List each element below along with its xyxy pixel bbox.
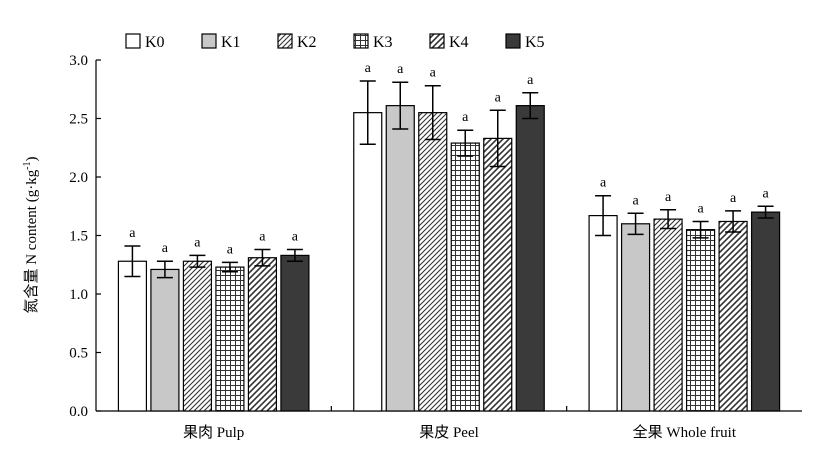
bar-k5	[750, 211, 781, 412]
bar-k1	[385, 105, 415, 412]
significance-label: a	[697, 201, 704, 216]
legend-swatch-k5	[505, 33, 521, 49]
y-tick-label: 3.0	[69, 53, 88, 69]
legend-label: K4	[449, 34, 469, 51]
y-tick-label: 0.0	[69, 404, 88, 420]
x-tick-label: 果肉 Pulp	[183, 424, 244, 441]
bar-k0	[588, 215, 618, 412]
y-tick-label: 2.5	[69, 112, 88, 128]
significance-label: a	[495, 90, 502, 105]
bar-k2	[653, 218, 683, 412]
bar-k0	[117, 260, 148, 412]
y-tick-label: 1.5	[69, 229, 88, 245]
significance-label: a	[665, 190, 672, 205]
bar-k5	[515, 105, 545, 412]
bar-k1	[150, 268, 180, 412]
significance-label: a	[600, 176, 607, 191]
bar-k5	[280, 254, 310, 412]
significance-label: a	[227, 242, 234, 257]
significance-label: a	[397, 62, 404, 77]
significance-label: a	[762, 186, 769, 201]
y-axis-label-superscript: -1	[22, 161, 33, 169]
y-axis-label: 氮含量 N content (g·kg-1)	[22, 156, 40, 313]
legend-label: K2	[297, 34, 317, 51]
bar-k1	[620, 223, 651, 412]
x-tick-label: 果皮 Peel	[419, 424, 479, 441]
x-axis: 果肉 Pulp 果皮 Peel 全果 Whole fruit	[96, 406, 802, 441]
bar-k4	[247, 257, 278, 412]
y-axis: 0.0 0.5 1.0 1.5 2.0 2.5 3.0	[69, 53, 101, 420]
y-tick-label: 0.5	[69, 346, 88, 362]
legend-swatch-k1	[201, 33, 217, 49]
bars-layer: a a a a a a a a a a a a a a a a a a	[117, 61, 781, 412]
significance-label: a	[259, 230, 266, 245]
bar-k4	[718, 220, 748, 412]
bar-k2	[418, 112, 448, 412]
significance-label: a	[365, 61, 372, 76]
legend: K0 K1 K2 K3 K4 K5	[125, 33, 545, 51]
legend-label: K3	[373, 34, 393, 51]
significance-label: a	[730, 191, 737, 206]
significance-label: a	[430, 66, 437, 81]
legend-label: K0	[145, 34, 165, 51]
bar-k0	[353, 112, 383, 412]
x-tick-label: 全果 Whole fruit	[633, 423, 737, 441]
bar-k3	[215, 266, 245, 412]
bar-k2	[182, 260, 213, 412]
legend-swatch-k4	[429, 33, 445, 49]
significance-label: a	[194, 235, 201, 250]
significance-label: a	[292, 230, 299, 245]
bar-k3	[450, 142, 480, 412]
legend-swatch-k3	[353, 33, 369, 49]
legend-swatch-k0	[125, 33, 141, 49]
legend-swatch-k2	[277, 33, 293, 49]
significance-label: a	[527, 73, 534, 88]
significance-label: a	[632, 193, 639, 208]
y-tick-label: 1.0	[69, 287, 88, 303]
significance-label: a	[462, 110, 469, 125]
bar-k4	[483, 137, 513, 412]
significance-label: a	[129, 226, 136, 241]
y-tick-label: 2.0	[69, 170, 88, 186]
significance-label: a	[162, 241, 169, 256]
bar-k3	[685, 229, 716, 412]
legend-label: K5	[525, 34, 545, 51]
legend-label: K1	[221, 34, 241, 51]
